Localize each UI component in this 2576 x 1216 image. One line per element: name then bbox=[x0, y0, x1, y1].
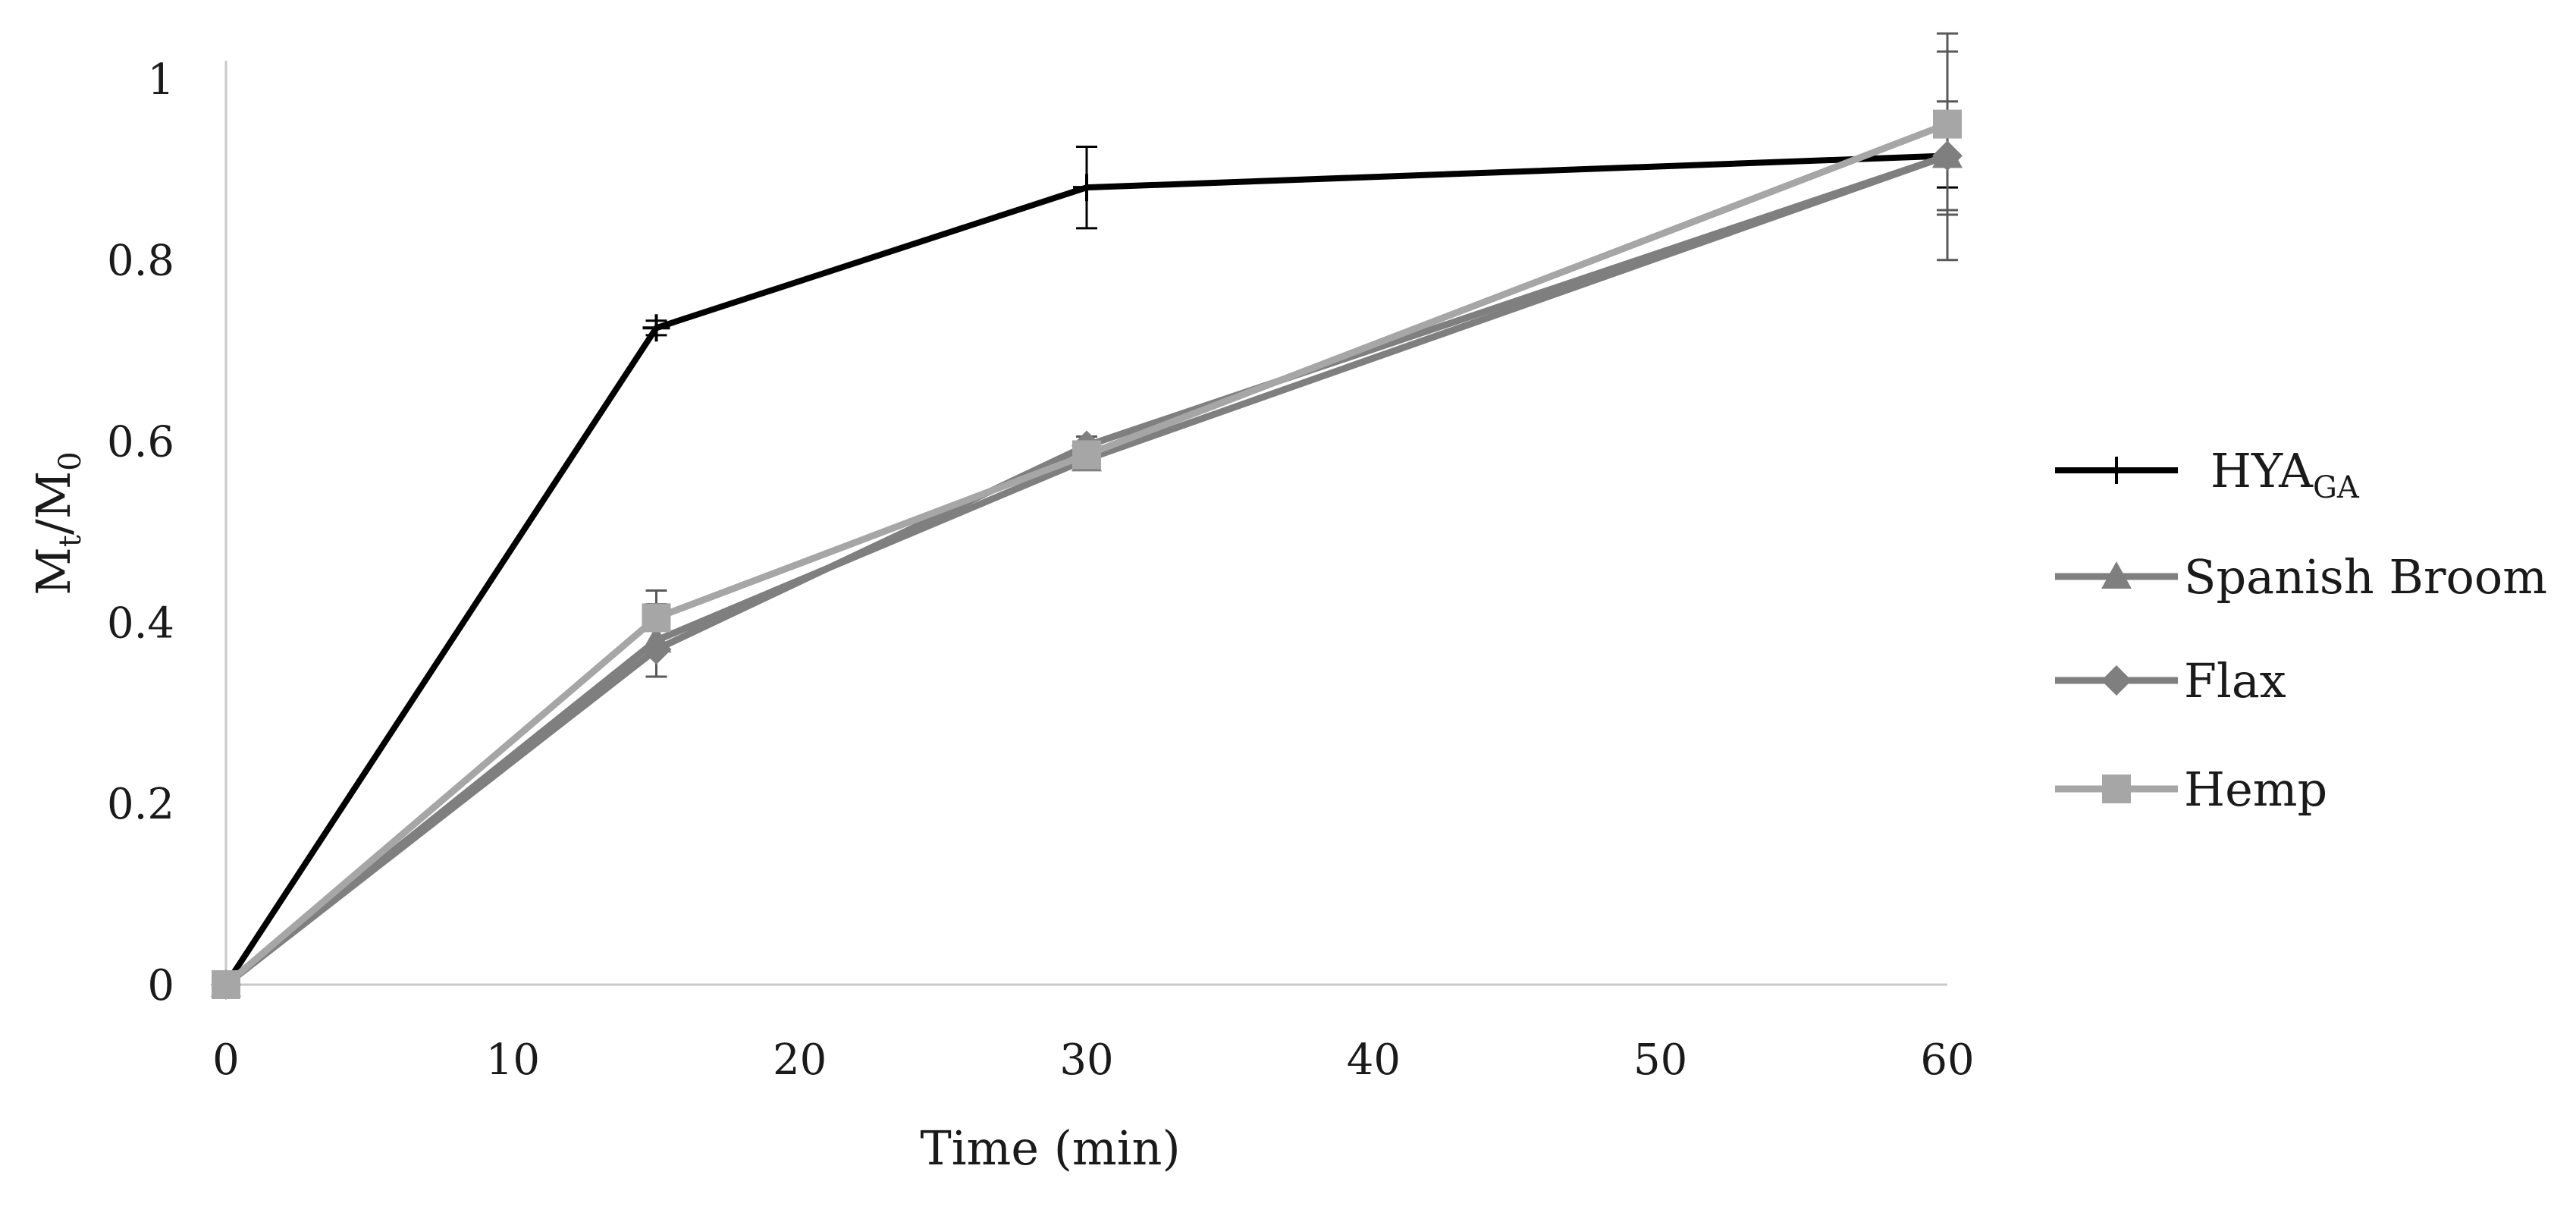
y-tick-label: 0 bbox=[147, 961, 174, 1010]
data-point bbox=[642, 603, 671, 633]
y-tick-label: 0.8 bbox=[107, 237, 174, 286]
legend-label: Hemp bbox=[2184, 762, 2327, 817]
series-line-0 bbox=[223, 152, 1948, 987]
legend-marker bbox=[2102, 775, 2131, 803]
x-axis-title: Time (min) bbox=[920, 1120, 1180, 1176]
legend-marker bbox=[2103, 457, 2130, 484]
y-tick-label: 0.2 bbox=[107, 780, 174, 829]
legend-marker bbox=[2101, 665, 2132, 696]
x-tick-label: 20 bbox=[773, 1035, 827, 1085]
series-line-1 bbox=[224, 152, 1949, 988]
legend: HYAGA Spanish Broom Flax Hemp bbox=[2055, 443, 2547, 817]
series-line-3 bbox=[224, 121, 1949, 988]
error-bars bbox=[645, 32, 1958, 678]
data-point bbox=[1932, 140, 1963, 171]
x-tick-label: 30 bbox=[1059, 1035, 1113, 1085]
legend-marker bbox=[2101, 561, 2132, 589]
series-group bbox=[211, 109, 1963, 1000]
data-point bbox=[1072, 440, 1101, 470]
x-tick-label: 0 bbox=[212, 1035, 240, 1085]
series-line-2 bbox=[224, 152, 1949, 988]
legend-label: Spanish Broom bbox=[2184, 549, 2547, 605]
y-tick-label: 0.6 bbox=[107, 418, 174, 467]
x-tick-label: 50 bbox=[1633, 1035, 1687, 1085]
data-point bbox=[641, 634, 672, 665]
data-point bbox=[212, 970, 240, 999]
legend-label: HYAGA bbox=[2210, 443, 2360, 505]
data-point bbox=[1933, 109, 1962, 139]
y-tick-label: 0.4 bbox=[107, 599, 174, 648]
y-axis-title: Mt/M0 bbox=[26, 451, 88, 595]
x-tick-label: 40 bbox=[1347, 1035, 1401, 1085]
data-point bbox=[1073, 174, 1100, 202]
y-tick-label: 1 bbox=[147, 55, 174, 105]
data-point bbox=[642, 314, 670, 342]
axes: 0 10 20 30 40 50 60 0 0.2 0.4 0.6 0.8 1 bbox=[107, 55, 1975, 1085]
x-tick-label: 60 bbox=[1920, 1035, 1974, 1085]
legend-label: Flax bbox=[2184, 653, 2286, 709]
x-tick-label: 10 bbox=[486, 1035, 540, 1085]
